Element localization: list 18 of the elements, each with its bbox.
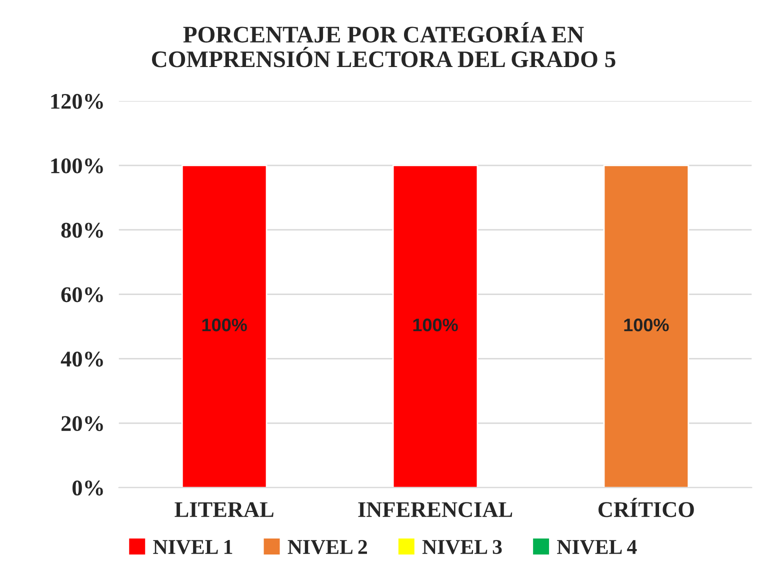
- legend-label: NIVEL 3: [422, 540, 502, 554]
- y-tick-label: 80%: [61, 222, 103, 238]
- data-label: 100%: [624, 318, 669, 332]
- y-tick-label: 0%: [72, 480, 103, 496]
- data-label: 100%: [413, 318, 458, 332]
- legend-label: NIVEL 1: [153, 540, 232, 554]
- x-tick-label: LITERAL: [174, 502, 274, 517]
- chart-title: PORCENTAJE POR CATEGORÍA EN COMPRENSIÓN LECTORA DEL GRADO 5: [152, 22, 616, 68]
- y-tick-label: 60%: [61, 287, 103, 302]
- y-tick-label: 120%: [51, 94, 103, 109]
- x-tick-label: INFERENCIAL: [358, 502, 512, 518]
- y-tick-label: 20%: [61, 416, 103, 432]
- y-tick-label: 40%: [60, 352, 103, 367]
- legend-label: NIVEL 4: [557, 540, 637, 554]
- x-tick-label: CRÍTICO: [598, 498, 694, 518]
- data-label: 100%: [202, 318, 247, 332]
- legend-label: NIVEL 2: [288, 540, 367, 554]
- y-tick-label: 100%: [51, 158, 103, 174]
